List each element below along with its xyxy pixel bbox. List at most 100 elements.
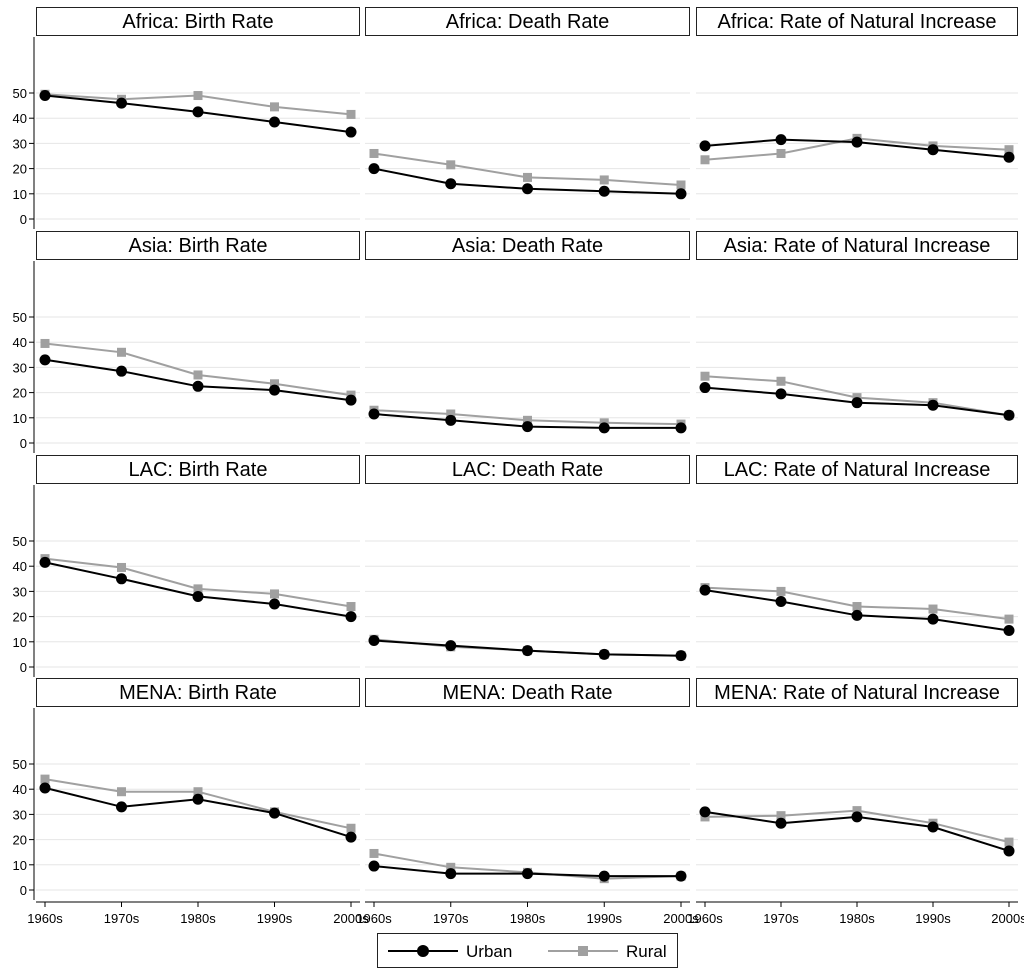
- urban-point: [598, 648, 610, 660]
- panel-title: Asia: Birth Rate: [129, 235, 268, 257]
- panel-title: LAC: Rate of Natural Increase: [724, 459, 991, 481]
- panel-0: Africa: Birth Rate 0 10 20 30 40 50: [13, 7, 360, 229]
- panel-title-box: [696, 678, 1018, 707]
- x-tick-label: 1990s: [915, 911, 951, 926]
- rural-point: [446, 409, 456, 419]
- rural-point: [270, 379, 279, 389]
- rural-point: [193, 370, 203, 380]
- panel-title-box: [36, 7, 360, 36]
- panel-title: Africa: Death Rate: [446, 11, 609, 33]
- rural-point: [852, 602, 862, 612]
- y-tick-label: 10: [13, 187, 27, 202]
- urban-point: [39, 90, 51, 102]
- y-tick-label: 50: [13, 534, 27, 549]
- y-tick-label: 20: [13, 610, 27, 625]
- panel-6: LAC: Birth Rate 0 10 20 30 40 50: [13, 455, 360, 677]
- urban-point: [851, 609, 863, 621]
- legend-rural-label: Rural: [626, 942, 667, 961]
- legend-rural-marker: [578, 946, 588, 956]
- x-axis-1: 1960s 1970s 1980s 1990s 2000s: [356, 901, 699, 926]
- x-tick-label: 2000s: [991, 911, 1024, 926]
- urban-point: [522, 183, 533, 195]
- urban-point: [116, 365, 127, 377]
- panel-title-box: [36, 231, 360, 260]
- rural-point: [40, 774, 50, 784]
- urban-point: [1003, 845, 1015, 857]
- x-tick-label: 1980s: [510, 911, 546, 926]
- urban-point: [598, 185, 610, 197]
- y-tick-label: 30: [13, 807, 27, 822]
- rural-point: [446, 862, 456, 872]
- y-tick-label: 30: [13, 584, 27, 599]
- urban-point: [345, 611, 357, 623]
- urban-point: [598, 422, 610, 434]
- urban-point: [675, 650, 687, 662]
- rural-point: [346, 602, 356, 612]
- y-tick-label: 40: [13, 335, 27, 350]
- rural-point: [346, 109, 356, 119]
- urban-point: [368, 163, 380, 175]
- x-axis-2: 1960s 1970s 1980s 1990s 2000s: [687, 901, 1024, 926]
- rural-point: [523, 415, 532, 425]
- rural-point: [523, 172, 532, 182]
- panel-9: MENA: Birth Rate 0 10 20 30 40 50: [13, 678, 360, 900]
- rural-point: [369, 848, 379, 858]
- x-tick-label: 1970s: [104, 911, 140, 926]
- y-tick-label: 40: [13, 782, 27, 797]
- y-tick-label: 50: [13, 757, 27, 772]
- urban-point: [116, 573, 127, 585]
- urban-point: [675, 422, 687, 434]
- urban-point: [445, 640, 457, 652]
- urban-point: [445, 178, 457, 190]
- panel-title: LAC: Birth Rate: [129, 459, 268, 481]
- urban-point: [522, 645, 533, 657]
- x-tick-label: 1980s: [180, 911, 216, 926]
- urban-point: [345, 831, 357, 843]
- y-tick-label: 0: [20, 212, 27, 227]
- panel-title: MENA: Birth Rate: [119, 682, 277, 704]
- y-tick-label: 10: [13, 858, 27, 873]
- urban-point: [39, 354, 51, 366]
- urban-point: [675, 188, 687, 200]
- rural-point: [193, 787, 203, 797]
- urban-point: [445, 868, 457, 880]
- x-tick-label: 1990s: [587, 911, 623, 926]
- y-tick-label: 20: [13, 162, 27, 177]
- urban-point: [39, 556, 51, 568]
- y-tick-label: 40: [13, 111, 27, 126]
- urban-point: [851, 397, 863, 409]
- rural-point: [776, 811, 786, 821]
- urban-point: [116, 97, 127, 109]
- urban-point: [699, 382, 711, 394]
- urban-point: [368, 408, 380, 420]
- rural-point: [40, 338, 50, 348]
- urban-point: [269, 116, 280, 128]
- y-tick-label: 0: [20, 883, 27, 898]
- urban-point: [699, 806, 711, 818]
- panel-title-box: [696, 7, 1018, 36]
- panel-11: MENA: Rate of Natural Increase: [696, 678, 1018, 891]
- y-tick-label: 50: [13, 310, 27, 325]
- x-tick-label: 1960s: [356, 911, 392, 926]
- rural-point: [776, 148, 786, 158]
- urban-point: [445, 414, 457, 426]
- y-tick-label: 20: [13, 833, 27, 848]
- panel-title-box: [36, 455, 360, 484]
- y-tick-label: 50: [13, 86, 27, 101]
- urban-point: [39, 782, 51, 794]
- rural-point: [1004, 614, 1014, 624]
- x-tick-label: 1990s: [257, 911, 293, 926]
- panel-title: LAC: Death Rate: [452, 459, 603, 481]
- y-tick-label: 30: [13, 136, 27, 151]
- panel-4: Asia: Death Rate: [365, 231, 690, 444]
- urban-point: [522, 868, 533, 880]
- panel-2: Africa: Rate of Natural Increase: [696, 7, 1018, 220]
- urban-point: [1003, 151, 1015, 163]
- panel-10: MENA: Death Rate: [365, 678, 690, 891]
- urban-point: [1003, 409, 1015, 421]
- rural-point: [776, 586, 786, 596]
- rural-point: [1004, 837, 1014, 847]
- panel-1: Africa: Death Rate: [365, 7, 690, 220]
- urban-point: [269, 598, 280, 610]
- urban-point: [192, 793, 204, 805]
